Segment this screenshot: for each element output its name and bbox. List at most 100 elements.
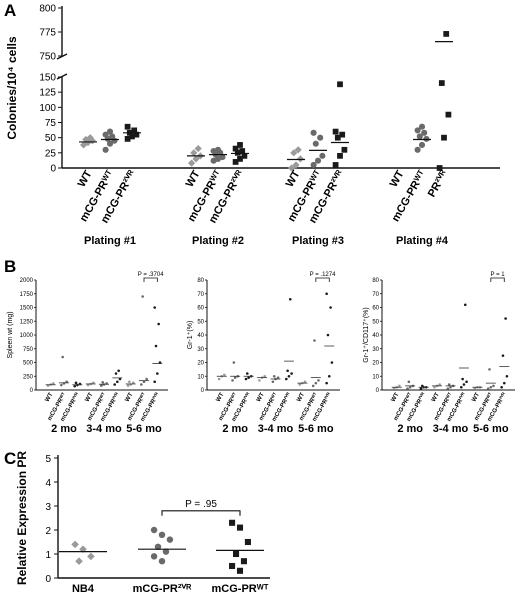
panel-a-point — [133, 131, 140, 138]
panel-b-point — [113, 383, 116, 386]
panel-b-point — [317, 379, 320, 382]
panel-a-point — [438, 80, 445, 86]
panel-b-point — [303, 380, 307, 384]
panel-a-point — [418, 123, 426, 130]
panel-b-point — [473, 387, 477, 390]
panel-b-point — [153, 380, 156, 384]
panel-a-point — [314, 157, 322, 164]
panel-c-y-tick-label: 4 — [45, 478, 51, 489]
panel-c-point — [162, 548, 170, 555]
panel-a-category-label: WT — [284, 168, 303, 189]
panel-b-point — [327, 374, 331, 378]
panel-a-y-tick-label: 125 — [39, 88, 56, 99]
panel-b-point — [276, 376, 280, 379]
panel-b-point — [461, 377, 464, 381]
panel-b-y-tick-label: 70 — [197, 292, 204, 298]
panel-b-y-tick-label: 70 — [372, 292, 379, 298]
panel-b-point — [116, 380, 119, 384]
panel-b-category-label: WT — [296, 392, 306, 403]
panel-b-category-label: WT — [216, 392, 226, 403]
panel-a-point — [232, 159, 239, 165]
panel-b-category-label: WT — [256, 392, 266, 403]
panel-a-point — [294, 146, 302, 154]
panel-a-point — [124, 123, 131, 130]
panel-b-group-label: 2 mo — [222, 423, 248, 435]
panel-a-point — [234, 149, 241, 156]
panel-b-point — [398, 384, 401, 388]
panel-b-point — [311, 384, 315, 388]
panel-b-point — [223, 373, 226, 377]
panel-a-category-label: WT — [184, 168, 203, 189]
panel-c-point — [240, 558, 247, 565]
panel-b-group-label: 5-6 mo — [473, 423, 509, 435]
panel-b-point — [114, 372, 118, 375]
panel-b-y-tick-label: 10 — [197, 374, 204, 380]
panel-b-point — [74, 381, 78, 385]
panel-c-point — [154, 543, 162, 551]
panel-c-point — [233, 550, 240, 558]
panel-b-point — [314, 381, 318, 385]
panel-b-point — [232, 361, 236, 364]
panel-a-point — [418, 141, 426, 149]
panel-letter-a: A — [4, 1, 16, 20]
panel-c-y-tick-label: 2 — [45, 526, 51, 537]
panel-b-category-label: WT — [391, 392, 401, 403]
panel-a-y-tick-label: 100 — [39, 103, 56, 114]
panel-b-y-tick-label: 20 — [197, 361, 204, 367]
panel-c-y-tick-label: 3 — [45, 502, 51, 513]
panel-b-pvalue-bracket — [143, 277, 158, 282]
panel-c-point — [87, 552, 95, 561]
panel-a-point — [131, 127, 138, 134]
panel-b-point — [263, 374, 266, 378]
panel-b-group-label: 5-6 mo — [126, 423, 162, 435]
panel-a-point — [423, 135, 430, 142]
panel-b-point — [244, 377, 248, 381]
panel-b-point — [92, 381, 95, 385]
panel-a-point — [310, 161, 317, 169]
panel-b-point — [52, 382, 55, 385]
panel-b-point — [325, 292, 328, 296]
panel-b-point — [118, 377, 122, 381]
panel-c-point — [150, 553, 158, 560]
panel-a-point — [445, 111, 452, 118]
panel-a-group-label: Plating #3 — [292, 235, 344, 247]
panel-a-y-axis-label: Colonies/10⁴ cells — [5, 36, 19, 140]
panel-c-point — [244, 538, 251, 546]
panel-b-point — [392, 387, 396, 390]
panel-b-point — [329, 306, 332, 309]
panel-a-point — [214, 146, 222, 153]
panel-b-point — [489, 385, 493, 389]
panel-b-group-label: 5-6 mo — [298, 423, 334, 435]
panel-a-point — [109, 133, 116, 140]
panel-b-y-tick-label: 0 — [376, 388, 380, 394]
panel-a-point — [334, 134, 341, 141]
panel-a-point — [312, 140, 319, 147]
panel-b-point — [247, 376, 250, 379]
panel-b-point — [217, 377, 221, 381]
panel-b-point — [142, 380, 146, 384]
panel-b-y-tick-label: 1000 — [20, 333, 34, 339]
panel-a-point — [441, 134, 447, 141]
panel-b-point — [488, 368, 491, 371]
panel-b-point — [449, 385, 452, 389]
panel-a-point — [292, 161, 300, 169]
panel-b-point — [86, 383, 90, 387]
panel-b-point — [463, 303, 467, 307]
panel-c-point — [150, 526, 158, 534]
panel-a-point — [319, 152, 326, 159]
panel-b-point — [60, 383, 63, 387]
panel-a-point — [332, 162, 339, 168]
panel-c-point — [158, 557, 166, 565]
panel-a-group-label: Plating #4 — [396, 235, 449, 247]
panel-b-y-tick-label: 80 — [197, 278, 204, 284]
panel-c-pvalue-label: P = .95 — [185, 499, 217, 510]
panel-c-category-label: mCG-PR²ⱽᴿ — [133, 583, 192, 594]
panel-b-point — [141, 295, 144, 298]
panel-a-point — [102, 146, 109, 153]
panel-b-y-tick-label: 40 — [197, 333, 204, 339]
panel-b-point — [492, 384, 495, 388]
panel-a-point — [332, 128, 339, 135]
panel-b-y-tick-label: 1750 — [20, 292, 34, 298]
